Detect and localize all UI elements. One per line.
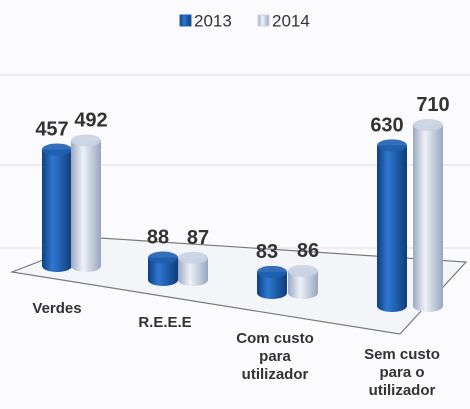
value-label: 86 <box>297 240 319 262</box>
bar <box>413 118 443 312</box>
value-label: 88 <box>147 227 169 249</box>
bar-top <box>71 134 101 147</box>
bar-top <box>178 251 208 264</box>
bar-body <box>257 271 287 293</box>
bar-top <box>377 139 407 152</box>
bar <box>377 139 407 312</box>
legend-swatch <box>257 14 270 27</box>
bar-body <box>42 149 72 266</box>
bar-body <box>288 271 318 293</box>
bar <box>288 265 318 299</box>
bar-top <box>257 265 287 278</box>
bar <box>71 134 101 272</box>
bar <box>257 265 287 299</box>
legend-label: 2014 <box>272 11 310 30</box>
bar <box>42 143 72 272</box>
category-label: Com custo para utilizador <box>236 330 314 383</box>
bar-body <box>178 257 208 280</box>
value-label: 710 <box>416 94 449 116</box>
category-label: Verdes <box>32 300 82 317</box>
value-label: 457 <box>35 118 68 140</box>
category-label: Sem custo para o utilizador <box>364 346 440 399</box>
category-label: R.E.E.E <box>138 314 192 331</box>
value-label: 83 <box>256 241 278 263</box>
bar-body <box>148 257 178 280</box>
bar-body <box>71 140 101 266</box>
legend-swatch <box>179 14 192 27</box>
bar <box>148 251 178 286</box>
value-label: 87 <box>187 227 209 249</box>
bar-top <box>288 265 318 278</box>
legend-label: 2013 <box>194 11 232 30</box>
bar <box>178 251 208 286</box>
value-label: 492 <box>74 110 107 132</box>
value-label: 630 <box>370 114 403 136</box>
bar-body <box>377 145 407 306</box>
bar-top <box>413 118 443 131</box>
bar-body <box>413 124 443 306</box>
bar-top <box>42 143 72 156</box>
bar-top <box>148 251 178 264</box>
